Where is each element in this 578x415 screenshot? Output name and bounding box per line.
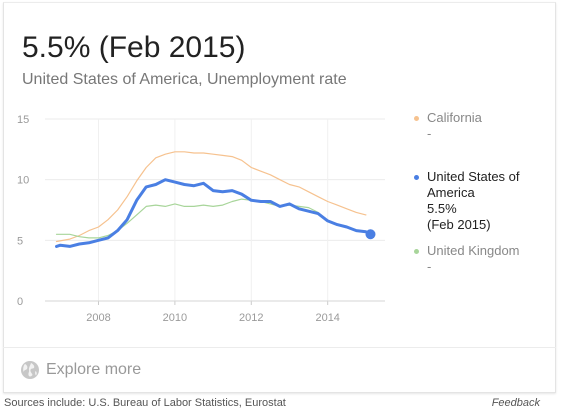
x-tick-label: 2014 [315, 312, 339, 324]
legend-date-united-states: (Feb 2015) [427, 217, 491, 232]
legend-value-california: - [427, 126, 432, 141]
answer-card [3, 2, 556, 393]
latest-value-point[interactable] [365, 229, 376, 240]
x-tick-label: 2012 [239, 312, 263, 324]
feedback-link[interactable]: Feedback [491, 397, 540, 409]
legend-value-united-states: 5.5% [427, 201, 457, 216]
legend-name-united-states-line1: United States of [427, 169, 520, 184]
series-line-california[interactable] [55, 151, 367, 243]
legend-swatch-united-states [414, 175, 419, 180]
legend-name-california: California [427, 110, 482, 125]
unemployment-line-chart: 15 10 5 0 2008 2010 2012 2014 [17, 114, 385, 324]
headline-value: 5.5% (Feb 2015) [22, 31, 246, 64]
explore-more-row[interactable]: Explore more [3, 347, 556, 393]
legend-name-united-states-line2: America [427, 185, 475, 200]
x-tick-label: 2010 [163, 312, 187, 324]
legend-swatch-united-kingdom [414, 249, 419, 254]
y-tick-label: 5 [17, 235, 23, 247]
chart-subtitle: United States of America, Unemployment r… [22, 71, 347, 88]
y-tick-label: 0 [17, 296, 23, 308]
legend-name-united-kingdom: United Kingdom [427, 243, 520, 258]
x-tick-label: 2008 [86, 312, 110, 324]
legend-value-united-kingdom: - [427, 259, 432, 274]
legend-swatch-california [414, 116, 419, 121]
sources-note: Sources include: U.S. Bureau of Labor St… [4, 397, 286, 409]
series-line-united-states-of-america[interactable] [55, 178, 372, 248]
explore-more-link[interactable]: Explore more [46, 361, 142, 378]
y-tick-label: 15 [17, 114, 29, 126]
y-tick-label: 10 [17, 175, 29, 187]
globe-icon [21, 361, 39, 379]
